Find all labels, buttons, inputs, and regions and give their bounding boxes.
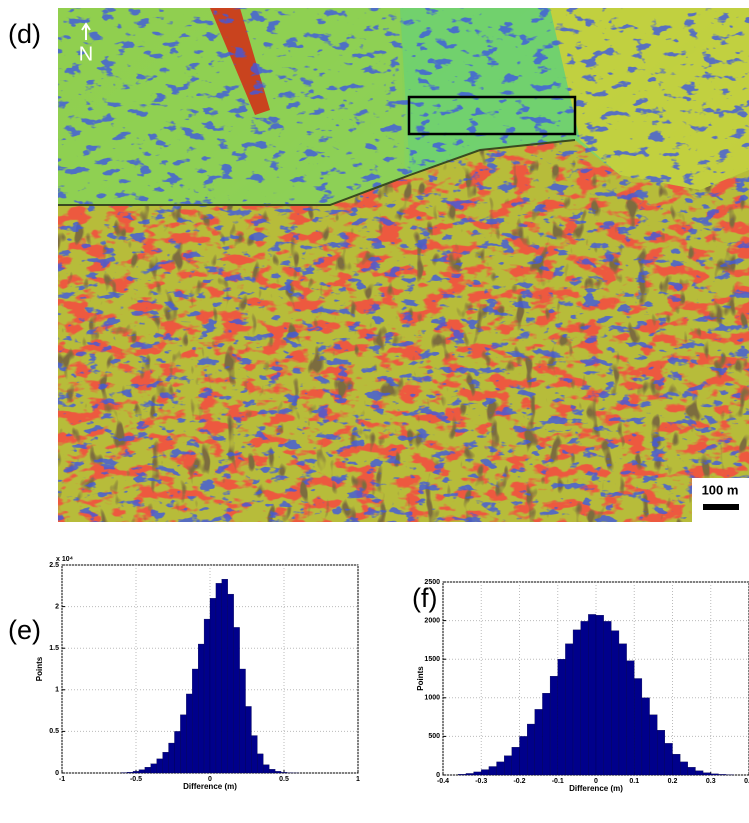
bar	[275, 771, 281, 773]
bar	[210, 598, 216, 773]
bar	[703, 773, 711, 775]
y-tick-label: 1	[55, 687, 59, 694]
x-tick-label: -1	[59, 776, 65, 783]
y-axis-title: Points	[416, 666, 425, 691]
bar	[581, 621, 589, 775]
bar	[240, 669, 246, 773]
y-tick-label: 1500	[424, 656, 440, 663]
x-tick-label: 1	[356, 776, 360, 783]
x-tick-label: -0.5	[130, 776, 142, 783]
bar	[695, 771, 703, 775]
bar	[611, 631, 619, 775]
bar	[186, 694, 192, 773]
y-tick-label: 1000	[424, 695, 440, 702]
y-multiplier: x 10⁴	[56, 556, 74, 563]
y-tick-label: 1.5	[49, 645, 59, 652]
bar	[246, 706, 252, 773]
y-tick-label: 2	[55, 603, 59, 610]
bar	[157, 759, 163, 773]
bar	[151, 764, 157, 773]
bar	[169, 743, 175, 773]
bar	[481, 770, 489, 775]
bar	[627, 661, 635, 775]
bar	[139, 770, 145, 773]
bar	[512, 747, 520, 775]
x-axis-title: Difference (m)	[569, 784, 623, 793]
bar	[216, 583, 222, 773]
bar	[680, 762, 688, 775]
bar	[688, 767, 696, 775]
panel-label: (f)	[412, 583, 437, 613]
map-image	[58, 8, 749, 522]
figure: N 100 m (d) -1 -0.5 0 0.5 1 0 0.5 1 1.5 2 2.5 Diffe…	[0, 0, 749, 823]
bar	[497, 762, 505, 775]
bar	[127, 772, 133, 773]
bar	[573, 630, 581, 775]
scale-bar	[703, 504, 739, 510]
bar	[269, 769, 275, 773]
bar	[657, 730, 665, 775]
y-tick-label: 2000	[424, 617, 440, 624]
bar	[263, 765, 269, 773]
y-tick-label: 500	[428, 733, 440, 740]
x-tick-label: -0.3	[475, 778, 487, 785]
bar	[542, 693, 550, 775]
bar	[550, 676, 558, 775]
bar	[558, 659, 566, 775]
bar	[204, 619, 210, 773]
x-tick-label: 0.1	[629, 778, 639, 785]
x-tick-label: 0.2	[668, 778, 678, 785]
bar	[673, 754, 681, 775]
x-tick-label: 0.3	[706, 778, 716, 785]
bar	[251, 736, 257, 773]
x-tick-label: 0.4	[744, 778, 749, 785]
bar	[711, 774, 719, 775]
bar	[192, 669, 198, 773]
bar	[642, 698, 650, 775]
scale-label: 100 m	[702, 482, 739, 497]
bar	[588, 614, 596, 775]
bar	[145, 767, 151, 773]
bar	[174, 731, 180, 773]
bar	[198, 644, 204, 773]
x-tick-label: -0.4	[437, 778, 449, 785]
bar	[228, 594, 234, 773]
bar	[281, 772, 287, 773]
bar	[458, 774, 466, 775]
panel-label: (d)	[8, 19, 41, 49]
bar	[133, 771, 139, 773]
bar	[596, 615, 604, 775]
x-tick-label: -0.2	[513, 778, 525, 785]
bar	[535, 709, 543, 775]
bar	[527, 724, 535, 775]
bar	[163, 752, 169, 773]
x-axis-title: Difference (m)	[183, 782, 237, 791]
panel-label: (e)	[8, 615, 41, 645]
bar	[180, 715, 186, 773]
y-tick-label: 0.5	[49, 728, 59, 735]
bar	[665, 743, 673, 775]
bar	[650, 715, 658, 775]
y-tick-label: 0	[55, 770, 59, 777]
x-tick-label: -0.1	[552, 778, 564, 785]
north-label: N	[79, 43, 93, 65]
x-tick-label: 0.5	[279, 776, 289, 783]
bar	[474, 772, 482, 775]
bar	[565, 644, 573, 775]
bar	[634, 679, 642, 776]
bar	[520, 736, 528, 775]
y-axis-title: Points	[35, 656, 44, 681]
bar	[718, 774, 726, 775]
bar	[222, 579, 228, 773]
bar	[504, 756, 512, 775]
bar	[619, 644, 627, 775]
bar	[489, 767, 497, 775]
bar	[466, 773, 474, 775]
bar	[604, 621, 612, 775]
bar	[234, 627, 240, 773]
y-tick-label: 0	[436, 772, 440, 779]
bar	[257, 754, 263, 773]
y-tick-label: 2.5	[49, 562, 59, 569]
